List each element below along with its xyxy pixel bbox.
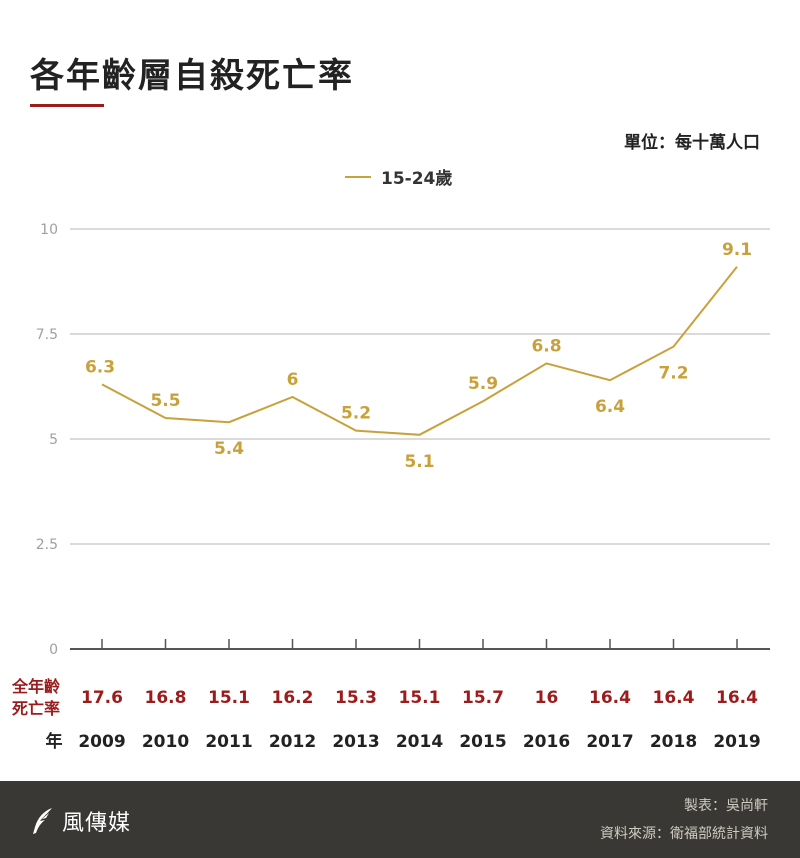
- brand-logo: 風傳媒: [32, 805, 131, 837]
- data-label: 6.4: [595, 397, 625, 417]
- legend-swatch: [345, 175, 371, 178]
- x-tick-label: 2012: [269, 732, 316, 752]
- y-tick-label: 5: [49, 432, 58, 448]
- x-tick-label: 2011: [205, 732, 252, 752]
- credit-maker: 製表：吳尚軒: [684, 798, 768, 814]
- footer-bar: 風傳媒 製表：吳尚軒 資料來源：衛福部統計資料: [0, 781, 800, 858]
- all-age-value: 15.1: [208, 688, 250, 708]
- series-line-15-24: [101, 266, 738, 436]
- data-label: 6.8: [531, 336, 561, 356]
- data-label: 9.1: [722, 240, 752, 260]
- x-tick-label: 2019: [713, 732, 760, 752]
- unit-label: 單位：每十萬人口: [624, 133, 760, 153]
- all-age-value: 16.4: [589, 688, 631, 708]
- all-age-value: 15.7: [462, 688, 504, 708]
- data-label: 5.1: [404, 452, 434, 472]
- chart-title: 各年齡層自殺死亡率: [30, 56, 354, 96]
- data-label: 5.2: [341, 404, 371, 424]
- x-tick-label: 2017: [586, 732, 633, 752]
- x-tick-label: 2016: [523, 732, 570, 752]
- x-tick-label: 2013: [332, 732, 379, 752]
- x-tick-label: 2018: [650, 732, 697, 752]
- y-tick-label: 2.5: [36, 537, 58, 553]
- all-age-value: 16.4: [653, 688, 695, 708]
- y-tick-label: 0: [49, 642, 58, 658]
- data-label: 5.4: [214, 439, 244, 459]
- legend: 15-24歲: [345, 164, 452, 189]
- data-label: 7.2: [658, 364, 688, 384]
- all-age-value: 15.3: [335, 688, 377, 708]
- data-label: 6: [287, 370, 299, 390]
- all-age-label-line1: 全年齡: [11, 677, 60, 696]
- x-tick-label: 2015: [459, 732, 506, 752]
- x-tick-label: 2014: [396, 732, 443, 752]
- data-label: 5.5: [150, 391, 180, 411]
- year-row-label: 年: [46, 731, 63, 752]
- data-label: 6.3: [85, 357, 115, 377]
- data-label: 5.9: [468, 374, 498, 394]
- x-tick-label: 2009: [78, 732, 125, 752]
- brand-name: 風傳媒: [62, 811, 132, 836]
- credit-source: 資料來源：衛福部統計資料: [600, 826, 768, 842]
- all-age-label-line2: 死亡率: [12, 699, 60, 718]
- y-tick-label: 10: [40, 222, 58, 238]
- all-age-value: 15.1: [399, 688, 441, 708]
- all-age-value: 16.2: [272, 688, 314, 708]
- feather-icon: [33, 808, 52, 834]
- title-accent-bar: [30, 104, 104, 107]
- x-tick-label: 2010: [142, 732, 189, 752]
- all-age-value: 16.4: [716, 688, 758, 708]
- line-chart: 0 2.5 5 7.5 10 6.3 5.5 5.4 6 5.2 5.1 5.9 6.8 6.4 7.2 9.…: [11, 222, 770, 752]
- y-tick-label: 7.5: [36, 327, 58, 343]
- legend-label: 15-24歲: [381, 169, 453, 189]
- all-age-value: 17.6: [81, 688, 123, 708]
- all-age-value: 16: [535, 688, 559, 708]
- all-age-value: 16.8: [145, 688, 187, 708]
